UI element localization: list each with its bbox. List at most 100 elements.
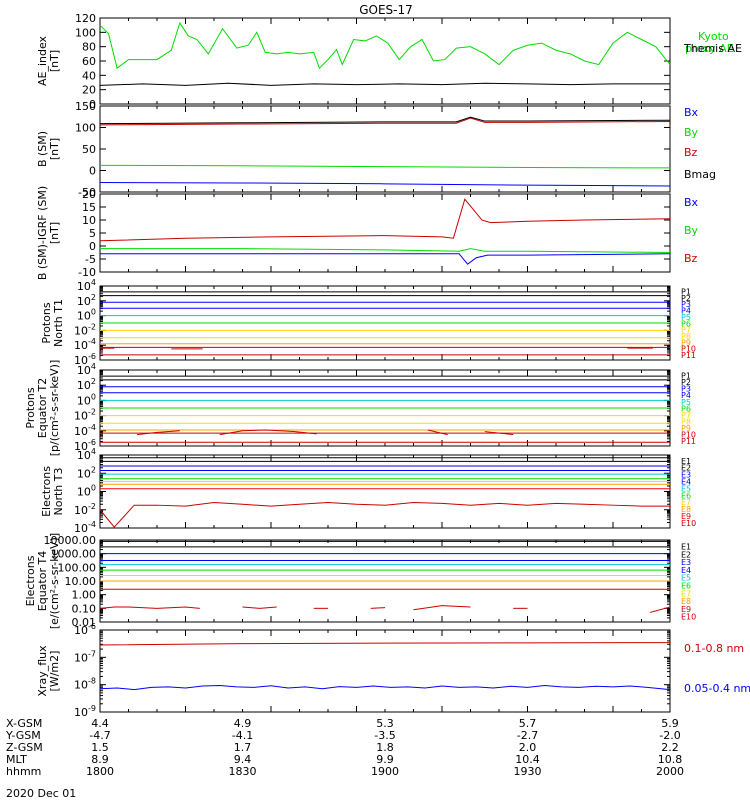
panel-7: 0.010.101.0010.00100.001000.0010000.00El… — [24, 533, 696, 629]
ephemeris-value: -4.7 — [89, 729, 110, 742]
panel-8: 10-9 10-8 10-7 10-6 Xray_flux[W/m2] 0.1-0.8 n… — [36, 622, 750, 719]
ephemeris-value: 4.4 — [91, 717, 109, 730]
ephemeris-value: 1830 — [229, 765, 257, 778]
channel-label-e10: E10 — [681, 613, 696, 622]
legend-kyoto-proxy-ae: Kyoto proxy AE — [685, 30, 734, 55]
y-tick-label: -50 — [78, 186, 96, 199]
channel-label-p6: P6 — [681, 319, 691, 328]
ephemeris-table: X-GSM 4.4 4.9 5.3 5.7 5.9 Y-GSM -4.7 -4.1 -3.5 -2.… — [5, 717, 684, 778]
channel-label-p5: P5 — [681, 313, 691, 322]
data-segment — [242, 606, 277, 609]
y-tick-label: 10-6 — [74, 352, 96, 367]
channel-label-p4: P4 — [681, 391, 691, 400]
series-line-bx — [99, 182, 671, 187]
y-tick-label: 100.00 — [58, 561, 97, 574]
y-tick-label: 120 — [75, 12, 96, 25]
legend-by: By — [684, 126, 699, 139]
panel-frame — [99, 193, 671, 273]
y-tick-label: 20 — [82, 188, 96, 201]
ephemeris-label-y-gsm: Y-GSM — [5, 729, 41, 742]
y-tick-label: 104 — [77, 278, 96, 293]
plot-title: GOES-17 — [359, 3, 413, 17]
y-axis-label: B (SM)[nT] — [36, 131, 61, 167]
channel-label-e9: E9 — [681, 605, 691, 614]
channel-label-p8: P8 — [681, 332, 691, 341]
ephemeris-value: 9.4 — [234, 753, 252, 766]
y-tick-label: 100 — [75, 122, 96, 135]
channel-label-p4: P4 — [681, 307, 691, 316]
ephemeris-value: 1930 — [514, 765, 542, 778]
y-axis-label: B (SM)-IGRF (SM)[nT] — [36, 186, 61, 280]
channel-label-e5: E5 — [681, 574, 691, 583]
channel-label-p9: P9 — [681, 338, 691, 347]
ephemeris-value: 1900 — [371, 765, 399, 778]
channel-label-p1: P1 — [681, 372, 691, 381]
channel-label-p9: P9 — [681, 424, 691, 433]
y-axis-label: ElectronsEquator T4[e/(cm²-s-sr-keV)] — [24, 533, 61, 629]
channel-label-p2: P2 — [681, 378, 691, 387]
y-tick-label: 102 — [77, 465, 96, 480]
series-line-by — [99, 164, 671, 169]
channel-label-e4: E4 — [681, 478, 691, 487]
data-segment — [427, 429, 448, 436]
y-tick-label: 10-4 — [74, 337, 96, 352]
ephemeris-value: 9.9 — [376, 753, 394, 766]
date-label: 2020 Dec 01 — [6, 787, 76, 800]
y-tick-label: 10-8 — [74, 677, 96, 692]
y-tick-label: 104 — [77, 447, 96, 462]
ephemeris-value: 1.8 — [376, 741, 394, 754]
y-tick-label: 150 — [75, 100, 96, 113]
y-tick-label: 5 — [89, 227, 96, 240]
y-axis-label: AE_index[nT] — [36, 35, 61, 86]
y-tick-label: 0 — [89, 240, 96, 253]
legend-bz: Bz — [684, 252, 698, 265]
ephemeris-value: 5.3 — [376, 717, 394, 730]
ephemeris-label-hhmm: hhmm — [6, 765, 41, 778]
series-line-themis-ae — [99, 82, 670, 86]
legend-0-05-0-4-nm: 0.05-0.4 nm — [684, 682, 750, 695]
y-tick-label: 0.10 — [72, 602, 97, 615]
y-tick-label: 10-2 — [74, 502, 96, 517]
y-tick-label: 40 — [82, 69, 96, 82]
channel-label-e8: E8 — [681, 505, 691, 514]
channel-label-e3: E3 — [681, 558, 691, 567]
y-axis-label: Xray_flux[W/m2] — [36, 645, 61, 697]
ephemeris-value: 1800 — [86, 765, 114, 778]
panel-2: -50 0 50 100 150 B (SM)[nT] Bx By Bz Bmag — [36, 100, 716, 199]
y-tick-label: 50 — [82, 143, 96, 156]
y-tick-label: 1.00 — [72, 589, 97, 602]
channel-label-e7: E7 — [681, 589, 691, 598]
legend-0-1-0-8-nm: 0.1-0.8 nm — [684, 642, 744, 655]
data-segment — [136, 430, 180, 436]
series-line-0-05-0-4-nm — [99, 684, 671, 691]
ephemeris-label-mlt: MLT — [6, 753, 27, 766]
channel-label-e2: E2 — [681, 550, 691, 559]
channel-label-e3: E3 — [681, 471, 691, 480]
series-line-by — [100, 248, 671, 253]
ephemeris-label-z-gsm: Z-GSM — [6, 741, 43, 754]
legend-bx: Bx — [684, 196, 699, 209]
ephemeris-value: -3.5 — [374, 729, 395, 742]
ephemeris-value: 4.9 — [234, 717, 252, 730]
data-segment — [484, 431, 514, 436]
y-tick-label: 100 — [75, 26, 96, 39]
series-line-0-1-0-8-nm — [99, 642, 671, 646]
channel-label-p1: P1 — [681, 287, 691, 296]
channel-label-p3: P3 — [681, 385, 691, 394]
ephemeris-value: -2.0 — [659, 729, 680, 742]
y-tick-label: 10.00 — [65, 575, 97, 588]
y-axis-label: ElectronsNorth T3 — [40, 466, 65, 517]
channel-label-p5: P5 — [681, 398, 691, 407]
series-line-bmag — [99, 116, 671, 125]
channel-label-e4: E4 — [681, 566, 691, 575]
channel-label-e5: E5 — [681, 484, 691, 493]
channel-label-p3: P3 — [681, 300, 691, 309]
channel-label-p11: P11 — [681, 351, 696, 360]
y-tick-label: 10-6 — [74, 438, 96, 453]
channel-label-e7: E7 — [681, 498, 691, 507]
data-segment — [649, 606, 671, 613]
y-tick-label: 0 — [89, 165, 96, 178]
